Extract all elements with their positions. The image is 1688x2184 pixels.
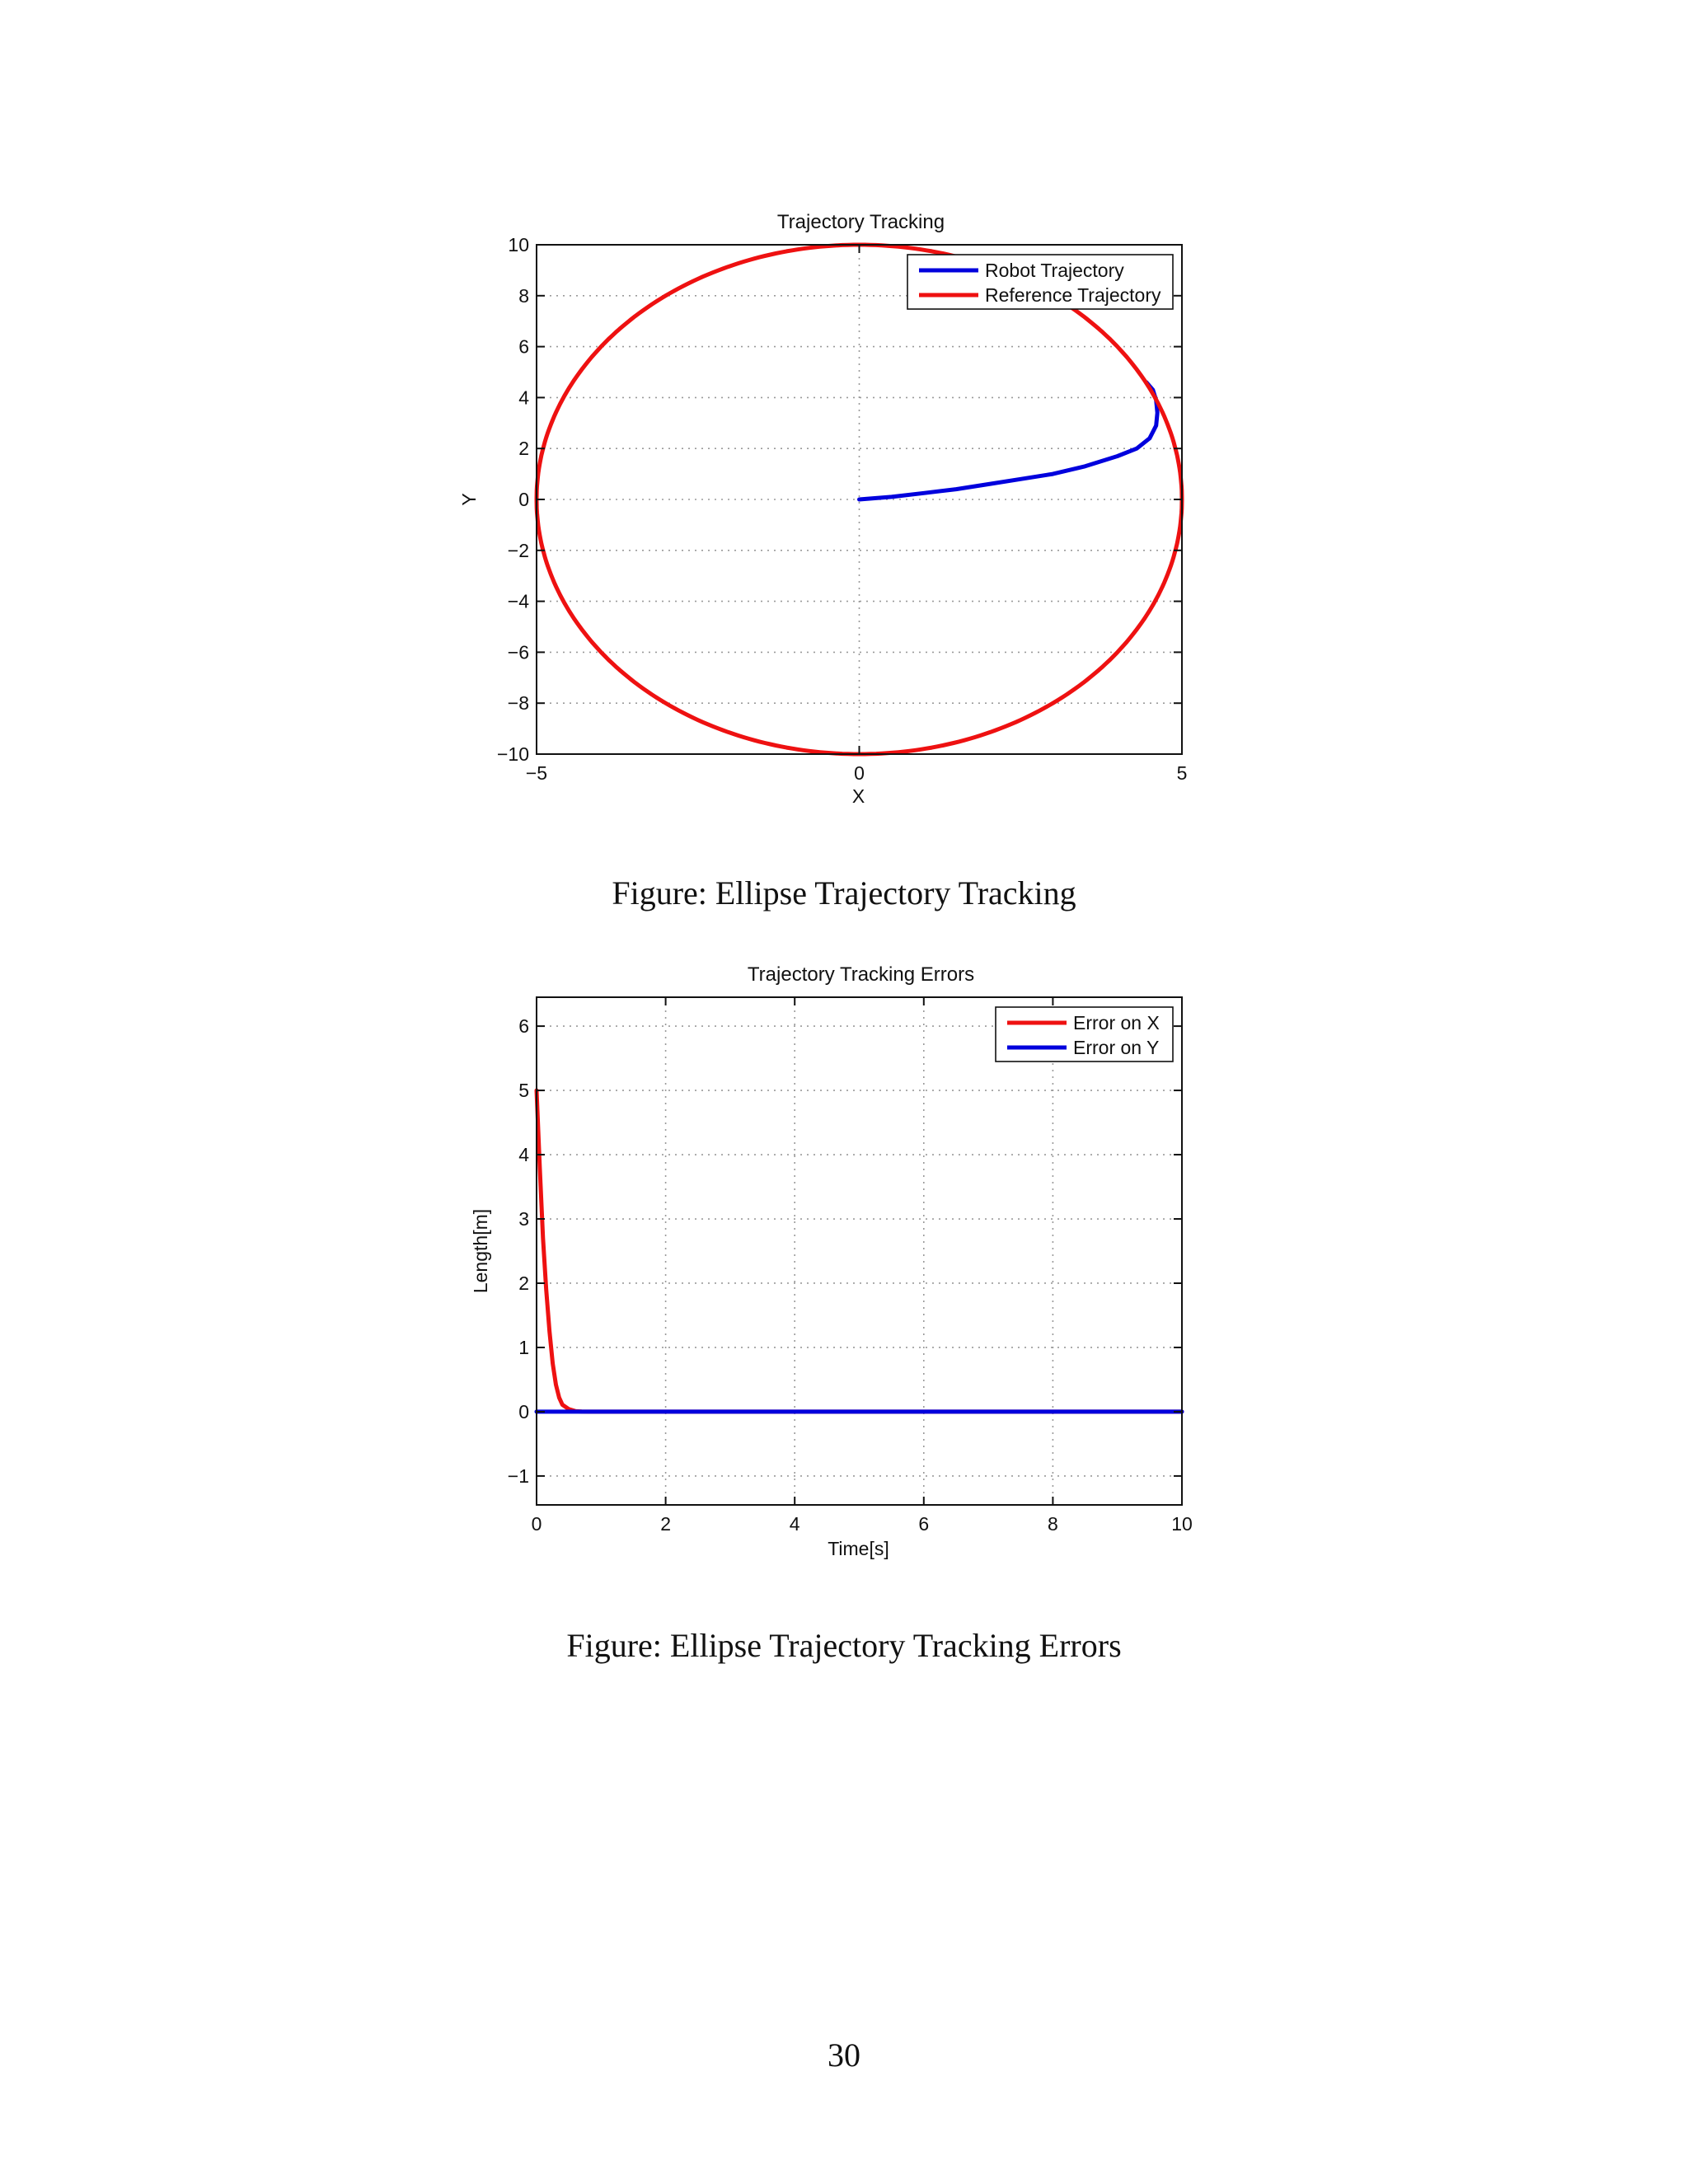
x-tick-label: 4 xyxy=(790,1513,800,1535)
y-tick-label: 2 xyxy=(518,438,529,459)
tracking-errors-chart: 0 2 4 6 8 10 −1 0 1 2 3 4 5 6 Trajectory Tracking Erro… xyxy=(470,963,1193,1559)
legend-label-1: Error on Y xyxy=(1073,1037,1159,1058)
y-tick-label: −1 xyxy=(508,1465,529,1487)
y-tick-label: 6 xyxy=(518,1015,529,1037)
y-tick-label: −10 xyxy=(497,743,529,765)
errors-figure-caption: Figure: Ellipse Trajectory Tracking Erro… xyxy=(566,1627,1122,1664)
chart-title: Trajectory Tracking xyxy=(777,211,945,233)
y-tick-label: 10 xyxy=(508,234,529,255)
x-axis-label: Time[s] xyxy=(828,1538,889,1559)
y-tick-label: 1 xyxy=(518,1337,529,1358)
plot-area xyxy=(537,997,1182,1505)
axes-frame xyxy=(536,996,1183,1506)
y-tick-label: −4 xyxy=(508,591,529,612)
y-tick-label: 4 xyxy=(518,387,529,408)
chart-title: Trajectory Tracking Errors xyxy=(748,963,974,986)
legend-label-0: Error on X xyxy=(1073,1012,1160,1033)
trajectory-figure-caption: Figure: Ellipse Trajectory Tracking xyxy=(612,874,1076,912)
x-tick-label: 5 xyxy=(1177,762,1188,784)
series-line-0 xyxy=(857,380,1160,502)
x-tick-label: 0 xyxy=(854,762,865,784)
y-tick-label: 5 xyxy=(518,1080,529,1101)
y-tick-label: 6 xyxy=(518,336,529,358)
legend-box xyxy=(907,254,1174,310)
trajectory-tracking-chart: −5 0 5 −10 −8 −6 −4 −2 0 2 4 6 8 10 Trajectory Trackin… xyxy=(458,211,1188,807)
legend: Error on X Error on Y xyxy=(995,1006,1174,1062)
y-axis-label: Y xyxy=(458,493,480,505)
x-tick-label: 10 xyxy=(1171,1513,1193,1535)
x-tick-label: 6 xyxy=(918,1513,929,1535)
x-tick-label: 2 xyxy=(660,1513,671,1535)
x-axis-label: X xyxy=(852,785,865,807)
y-tick-label: 0 xyxy=(518,489,529,510)
y-tick-label: 0 xyxy=(518,1401,529,1422)
y-tick-label: 3 xyxy=(518,1208,529,1230)
x-tick-label: 0 xyxy=(532,1513,542,1535)
y-tick-label: 2 xyxy=(518,1272,529,1294)
x-tick-label: −5 xyxy=(526,762,547,784)
y-tick-label: −6 xyxy=(508,641,529,663)
page-number: 30 xyxy=(828,2036,860,2074)
y-tick-label: −8 xyxy=(508,692,529,714)
legend-box xyxy=(995,1006,1174,1062)
legend-label-0: Robot Trajectory xyxy=(985,260,1124,281)
y-axis-label: Length[m] xyxy=(470,1209,491,1293)
y-tick-label: 8 xyxy=(518,285,529,307)
x-tick-label: 8 xyxy=(1048,1513,1058,1535)
legend: Robot Trajectory Reference Trajectory xyxy=(907,254,1174,310)
legend-label-1: Reference Trajectory xyxy=(985,284,1161,306)
y-tick-label: −2 xyxy=(508,540,529,561)
y-tick-label: 4 xyxy=(518,1144,529,1165)
